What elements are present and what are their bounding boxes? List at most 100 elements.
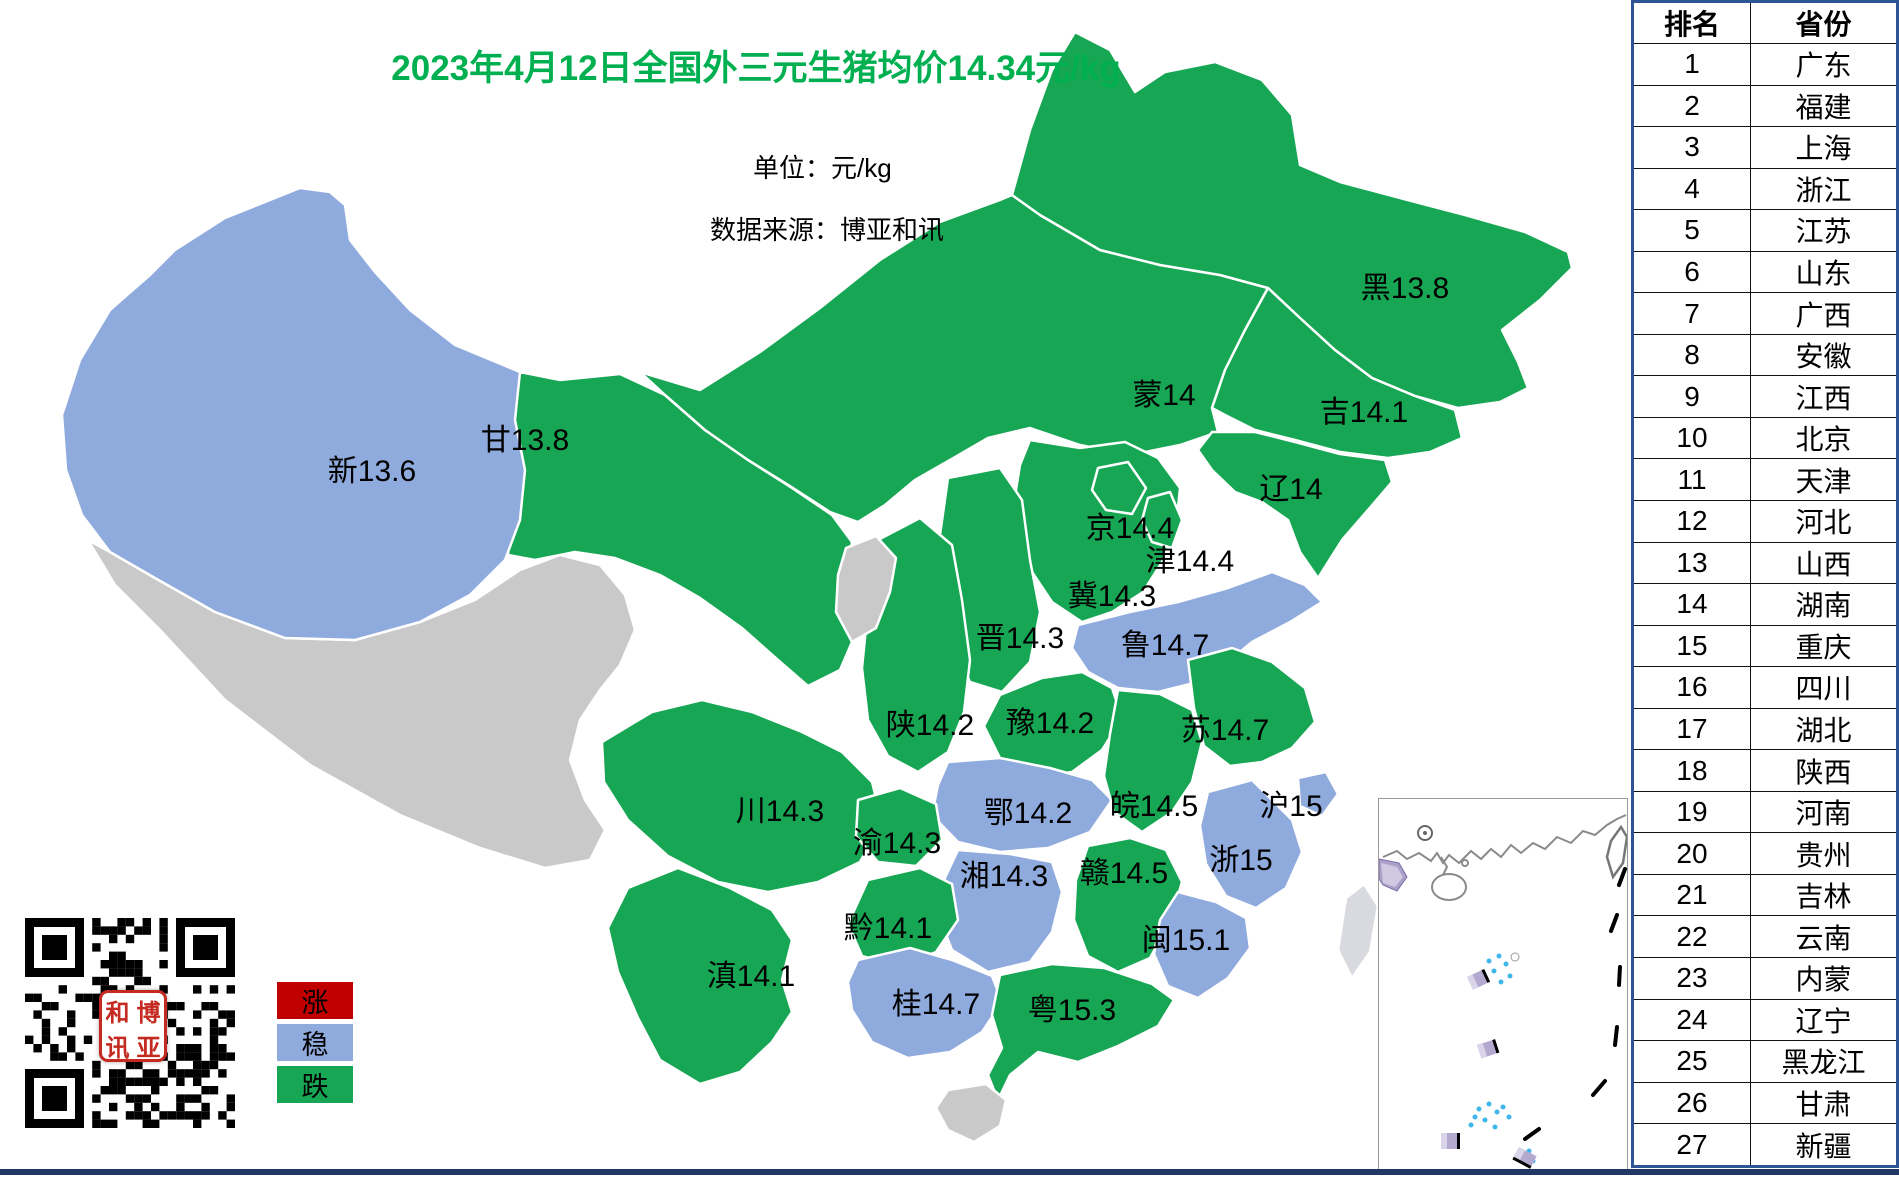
province-price-label: 皖14.5	[1109, 790, 1199, 823]
province-price-label: 赣14.5	[1079, 857, 1169, 890]
province-price-label: 黑13.8	[1360, 272, 1450, 305]
province-price-label: 蒙14	[1132, 379, 1196, 412]
legend-item-涨: 涨	[277, 982, 353, 1019]
table-header-row: 排名 省份	[1632, 1, 1898, 44]
seal-char: 亚	[136, 1035, 161, 1062]
table-row: 17 湖北	[1632, 707, 1898, 751]
inset-coastline	[1382, 814, 1627, 901]
table-row: 12 河北	[1632, 500, 1898, 543]
province-price-label: 辽14	[1259, 473, 1323, 506]
table-row: 26 甘肃	[1632, 1081, 1898, 1125]
table-row: 11 天津	[1632, 458, 1898, 502]
province-henan	[982, 670, 1124, 780]
table-row: 27 新疆	[1632, 1123, 1898, 1167]
seal-char: 讯	[105, 1035, 130, 1062]
table-row: 2 福建	[1632, 84, 1898, 128]
province-anhui	[1102, 688, 1204, 834]
province-fujian	[1152, 890, 1252, 1000]
table-row: 1 广东	[1632, 43, 1898, 86]
province-price-label: 吉14.1	[1319, 396, 1409, 429]
province-price-label: 冀14.3	[1067, 580, 1157, 613]
rank-column-header: 排名	[1632, 1, 1751, 44]
table-row: 15 重庆	[1632, 624, 1898, 668]
table-row: 4 浙江	[1632, 167, 1898, 211]
province-guangxi	[846, 946, 1004, 1060]
province-price-label: 晋14.3	[975, 622, 1065, 655]
province-taiwan	[1336, 882, 1380, 980]
table-row: 16 四川	[1632, 666, 1898, 709]
province-price-label: 新13.6	[327, 455, 417, 488]
province-price-label: 川14.3	[735, 795, 825, 828]
legend-item-稳: 稳	[277, 1024, 353, 1061]
table-row: 13 山西	[1632, 541, 1898, 585]
legend-item-跌: 跌	[277, 1066, 353, 1103]
table-row: 7 广西	[1632, 292, 1898, 335]
province-guangdong	[986, 962, 1176, 1102]
province-shandong	[1070, 570, 1324, 694]
table-row: 8 安徽	[1632, 333, 1898, 377]
province-price-label: 鲁14.7	[1120, 629, 1210, 662]
province-price-label: 浙15	[1209, 844, 1273, 877]
south-china-sea-inset	[1378, 798, 1629, 1172]
source-note: 数据来源：博亚和讯	[710, 215, 945, 245]
province-zhejiang	[1198, 778, 1304, 910]
ranking-table: 排名 省份 1 广东 2 福建 3 上海 4 浙江 5 江苏 6 山东 7 广西 8 安徽 9 江西 10 北京 11 天…	[1631, 0, 1899, 1168]
table-row: 3 上海	[1632, 126, 1898, 169]
table-row: 10 北京	[1632, 416, 1898, 460]
table-row: 14 湖南	[1632, 583, 1898, 626]
province-hainan	[934, 1082, 1008, 1144]
legend: 涨稳跌	[277, 982, 353, 1103]
province-guizhou	[846, 866, 960, 968]
province-xinjiang	[60, 186, 527, 642]
province-neimenggu	[638, 193, 1270, 524]
province-price-label: 渝14.3	[852, 827, 942, 860]
table-row: 19 河南	[1632, 790, 1898, 834]
province-column-header: 省份	[1750, 1, 1898, 44]
province-price-label: 苏14.7	[1180, 714, 1270, 747]
province-price-label: 湘14.3	[959, 860, 1049, 893]
table-row: 20 贵州	[1632, 832, 1898, 875]
unit-note: 单位：元/kg	[753, 153, 892, 183]
province-jilin	[1210, 286, 1464, 460]
table-row: 5 江苏	[1632, 209, 1898, 252]
table-row: 18 陕西	[1632, 749, 1898, 792]
boyar-seal-logo: 和 博 讯 亚	[99, 990, 167, 1062]
qr-code: 和 博 讯 亚	[25, 918, 235, 1128]
province-jiangxi	[1072, 836, 1184, 974]
province-price-label: 京14.4	[1085, 512, 1175, 545]
province-ningxia	[834, 534, 898, 644]
province-tianjin	[1140, 490, 1184, 550]
province-price-label: 豫14.2	[1005, 707, 1095, 740]
inset-nine-dash-line	[1523, 867, 1627, 1141]
qr-finder-patterns	[25, 918, 235, 1128]
table-row: 23 内蒙	[1632, 957, 1898, 1000]
province-price-label: 鄂14.2	[983, 797, 1073, 830]
seal-char: 博	[136, 1000, 161, 1027]
province-liaoning	[1196, 430, 1394, 580]
province-beijing	[1090, 460, 1148, 516]
province-price-label: 甘13.8	[480, 424, 570, 457]
province-price-label: 津14.4	[1145, 545, 1235, 578]
table-row: 22 云南	[1632, 915, 1898, 959]
province-price-label: 滇14.1	[706, 960, 796, 993]
page-title: 2023年4月12日全国外三元生猪均价14.34元/kg	[391, 49, 1121, 88]
province-price-label: 黔14.1	[843, 912, 933, 945]
inset-taiwan	[1605, 824, 1629, 880]
province-price-label: 桂14.7	[891, 988, 981, 1021]
province-price-label: 闽15.1	[1141, 924, 1231, 957]
table-row: 25 黑龙江	[1632, 1040, 1898, 1083]
table-row: 24 辽宁	[1632, 998, 1898, 1042]
province-yunnan	[606, 866, 794, 1086]
table-row: 9 江西	[1632, 375, 1898, 418]
province-jiangsu	[1186, 646, 1317, 768]
table-row: 6 山东	[1632, 250, 1898, 294]
inset-scale-patches	[1441, 968, 1537, 1169]
table-row: 21 吉林	[1632, 873, 1898, 917]
province-price-label: 沪15	[1259, 790, 1323, 823]
inset-symbols	[1378, 824, 1629, 892]
bottom-border-bar	[0, 1169, 1899, 1175]
province-shanghai	[1296, 770, 1340, 818]
seal-char: 和	[105, 1000, 130, 1027]
